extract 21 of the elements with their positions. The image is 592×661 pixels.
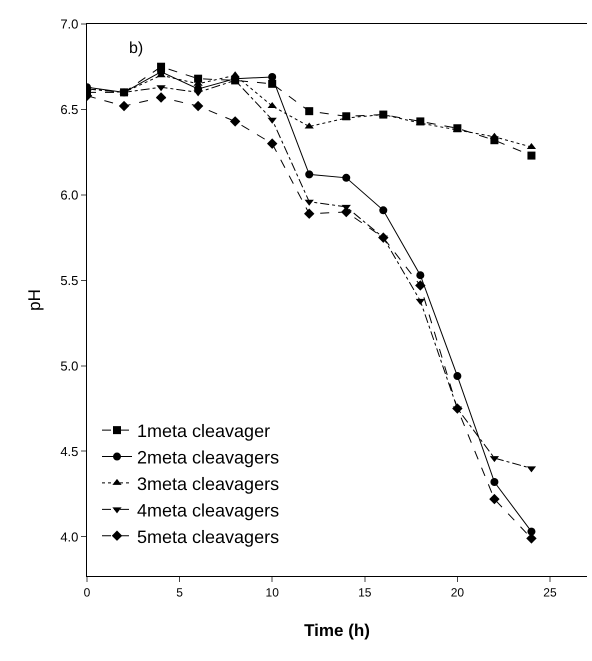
y-tick-label: 7.0 — [60, 16, 78, 32]
annotation: b) — [129, 40, 144, 57]
legend-label: 3meta cleavagers — [137, 474, 280, 494]
y-tick-label: 4.0 — [60, 529, 78, 544]
legend-label: 4meta cleavagers — [137, 500, 280, 520]
y-tick-label: 4.5 — [60, 444, 78, 459]
x-tick-label: 10 — [266, 585, 280, 600]
y-tick-label: 6.0 — [60, 187, 78, 202]
x-tick-label: 25 — [543, 585, 557, 600]
y-axis-title: pH — [24, 289, 44, 311]
legend-label: 1meta cleavager — [137, 421, 270, 442]
x-axis-title: Time (h) — [304, 620, 370, 640]
x-tick-label: 5 — [176, 585, 184, 600]
x-tick-label: 20 — [450, 585, 464, 600]
y-tick-label: 5.5 — [60, 272, 78, 288]
x-tick-label: 15 — [358, 585, 372, 600]
y-tick-label: 5.0 — [60, 358, 78, 374]
x-tick-label: 0 — [84, 585, 91, 600]
y-tick-label: 6.5 — [60, 102, 78, 117]
legend-label: 5meta cleavagers — [137, 526, 280, 547]
legend-label: 2meta cleavagers — [137, 448, 280, 468]
